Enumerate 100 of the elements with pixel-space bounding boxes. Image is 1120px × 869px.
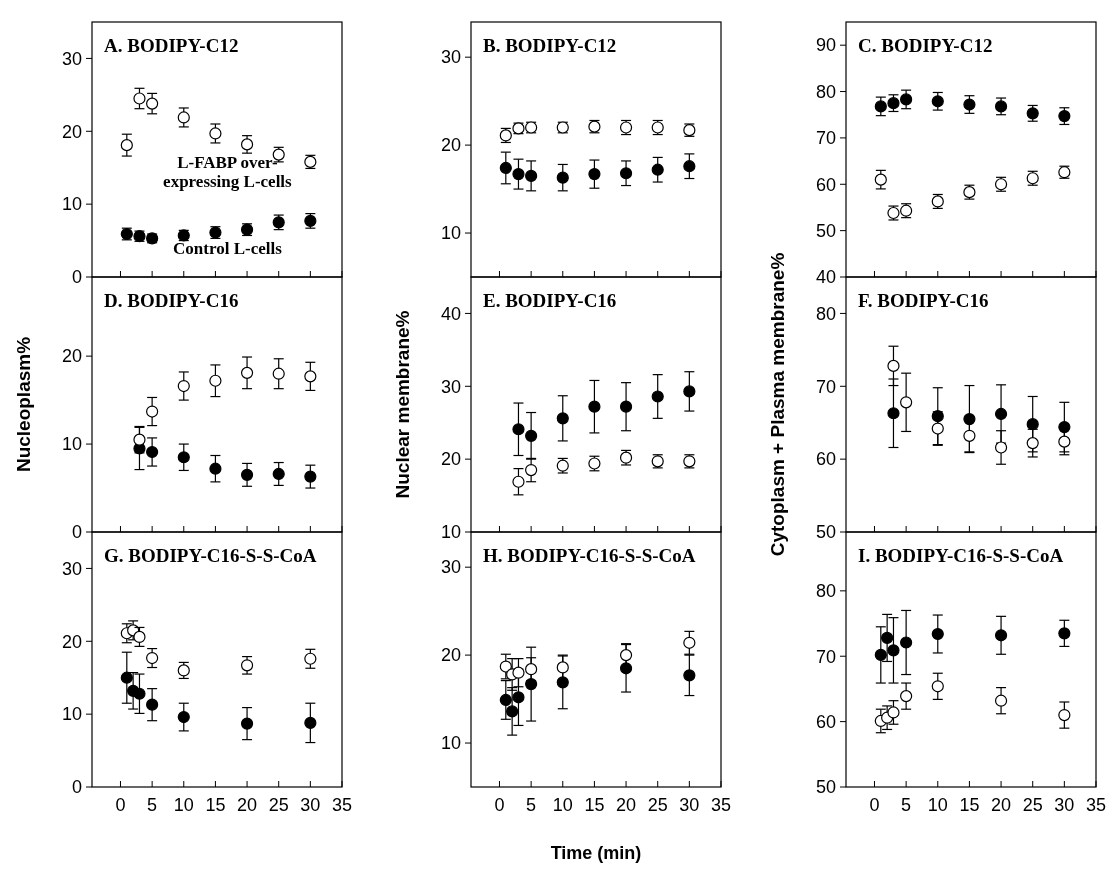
- y-tick-label: 20: [440, 135, 461, 156]
- point: [683, 669, 696, 682]
- x-tick-label: 5: [147, 795, 158, 815]
- point: [931, 410, 944, 423]
- point: [1026, 437, 1039, 450]
- y-tick-label: 30: [61, 48, 82, 69]
- point: [120, 671, 133, 684]
- point: [887, 407, 900, 420]
- point: [499, 693, 512, 707]
- x-tick-label: 0: [494, 795, 505, 815]
- y-tick-label: 40: [440, 303, 461, 324]
- point: [619, 649, 633, 662]
- point: [304, 470, 317, 483]
- text: B. BODIPY-C12: [483, 35, 617, 56]
- x-tick-label: 35: [710, 795, 732, 815]
- point: [525, 169, 538, 182]
- text: I. BODIPY-C16-S-S-CoA: [858, 545, 1064, 566]
- x-tick-label: 0: [869, 795, 880, 815]
- y-tick-label: 10: [61, 434, 82, 455]
- y-tick-label: 60: [815, 174, 836, 195]
- point: [177, 379, 190, 393]
- y-tick-label: 20: [440, 449, 461, 470]
- point: [512, 168, 525, 181]
- y-tick-label: 50: [815, 522, 836, 543]
- point: [994, 441, 1008, 454]
- point: [272, 367, 285, 380]
- x-tick-label: 0: [115, 795, 126, 815]
- y-tick-label: 80: [815, 303, 836, 324]
- x-tick-label: 10: [173, 795, 194, 815]
- point: [133, 433, 146, 446]
- point: [651, 390, 664, 403]
- point: [556, 171, 569, 184]
- point: [931, 95, 944, 108]
- y-tick-label: 40: [815, 267, 836, 288]
- point: [881, 631, 894, 645]
- y-tick-label: 90: [815, 35, 836, 56]
- point: [874, 173, 887, 186]
- point: [120, 139, 133, 152]
- point: [1058, 627, 1071, 640]
- point: [506, 705, 519, 718]
- point: [177, 451, 190, 464]
- point: [177, 111, 190, 124]
- point: [963, 429, 976, 442]
- text: F. BODIPY-C16: [858, 290, 989, 311]
- point: [1058, 708, 1071, 722]
- point: [512, 423, 525, 436]
- y-tick-label: 70: [815, 376, 836, 397]
- point: [900, 93, 913, 106]
- series-label: Control L-cells: [173, 238, 283, 258]
- x-tick-label: 25: [268, 795, 289, 815]
- y-tick-label: 30: [440, 47, 461, 68]
- y-tick-label: 0: [71, 267, 82, 288]
- series-label: L-FABP over-expressing L-cells: [163, 153, 293, 192]
- point: [512, 691, 525, 704]
- point: [304, 652, 317, 665]
- point: [683, 385, 696, 398]
- point: [931, 680, 944, 693]
- x-tick-label: 15: [959, 795, 980, 815]
- y-tick-label: 30: [440, 557, 461, 578]
- point: [240, 659, 254, 672]
- y-tick-label: 60: [815, 449, 836, 470]
- y-axis-title: Cytoplasm + Plasma membrane%: [767, 252, 788, 557]
- point: [209, 127, 222, 140]
- point: [931, 627, 944, 641]
- y-tick-label: 30: [440, 376, 461, 397]
- x-tick-label: 20: [237, 795, 258, 815]
- point: [146, 405, 159, 418]
- point: [556, 661, 569, 674]
- y-tick-label: 20: [440, 645, 461, 666]
- x-axis-title: Time (min): [550, 843, 642, 863]
- point: [994, 407, 1008, 421]
- y-tick-label: 70: [815, 646, 836, 667]
- point: [556, 676, 569, 689]
- point: [146, 445, 159, 459]
- y-tick-label: 10: [440, 223, 461, 244]
- x-tick-label: 30: [300, 795, 321, 815]
- x-tick-label: 5: [901, 795, 912, 815]
- point: [177, 710, 190, 724]
- x-tick-label: 15: [205, 795, 226, 815]
- x-tick-label: 35: [331, 795, 353, 815]
- x-tick-label: 20: [616, 795, 637, 815]
- point: [146, 651, 159, 665]
- point: [133, 687, 146, 700]
- point: [133, 630, 146, 643]
- x-tick-label: 10: [552, 795, 573, 815]
- point: [133, 92, 146, 105]
- point: [887, 706, 900, 719]
- text: H. BODIPY-C16-S-S-CoA: [483, 545, 696, 566]
- point: [874, 648, 887, 662]
- point: [619, 400, 633, 413]
- y-tick-label: 0: [71, 777, 82, 798]
- x-tick-label: 15: [584, 795, 605, 815]
- point: [900, 396, 913, 409]
- y-tick-label: 80: [815, 81, 836, 102]
- y-tick-label: 60: [815, 711, 836, 732]
- point: [651, 163, 664, 176]
- y-tick-label: 20: [61, 346, 82, 367]
- point: [525, 663, 538, 676]
- x-tick-label: 35: [1085, 795, 1107, 815]
- point: [683, 160, 696, 173]
